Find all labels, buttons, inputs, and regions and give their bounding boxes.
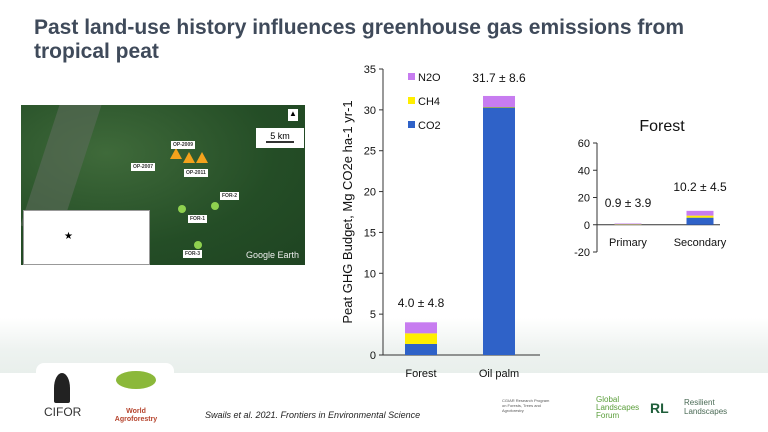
y-tick-label: 25	[364, 146, 376, 158]
tree-icon	[116, 371, 156, 389]
bar-segment-ch4	[405, 333, 437, 344]
legend-swatch-ch4	[408, 97, 415, 104]
category-label: Primary	[609, 237, 647, 249]
world-agroforestry-logo: World Agroforestry	[114, 408, 158, 423]
data-label: 10.2 ± 4.5	[673, 180, 727, 194]
category-label: Secondary	[674, 237, 727, 249]
bar-segment-co2	[483, 107, 515, 355]
site-label: FOR-2	[220, 192, 239, 200]
site-map: ▲ 5 km OP-2007 OP-2009 OP-2011 FOR-1 FOR…	[21, 105, 305, 265]
y-tick-label: 15	[364, 227, 376, 239]
y-tick-label: 5	[370, 309, 376, 321]
star-icon: ★	[64, 231, 73, 242]
site-label: OP-2009	[171, 141, 196, 149]
data-label: 0.9 ± 3.9	[605, 196, 652, 210]
legend-label: CH4	[418, 96, 440, 108]
citation: Swails et al. 2021. Frontiers in Environ…	[205, 410, 421, 420]
category-label: Forest	[405, 368, 436, 380]
resilient-landscapes-logo: Resilient Landscapes	[684, 398, 728, 416]
scale-bar: 5 km	[256, 128, 304, 148]
bar-segment-co2	[686, 217, 714, 225]
north-arrow-icon: ▲	[288, 109, 298, 121]
attribution: Google Earth	[245, 250, 299, 260]
resilient-landscapes-icon: RL	[650, 400, 669, 416]
cgiar-fta-logo: CGIAR Research Program on Forests, Trees…	[502, 398, 550, 413]
tree-icon	[54, 373, 70, 403]
slide-title: Past land-use history influences greenho…	[34, 16, 685, 63]
y-tick-label: 60	[578, 138, 590, 150]
data-label: 4.0 ± 4.8	[398, 296, 445, 310]
legend-label: CO2	[418, 120, 441, 132]
site-label: FOR-1	[188, 215, 207, 223]
y-tick-label: -20	[574, 247, 590, 259]
site-label: OP-2007	[131, 163, 156, 171]
y-tick-label: 40	[578, 165, 590, 177]
y-axis-label: Peat GHG Budget, Mg CO2e ha-1 yr-1	[340, 100, 355, 323]
site-marker-for2	[211, 202, 219, 210]
bar-segment-n2o	[614, 223, 642, 225]
bar-segment-co2	[405, 343, 437, 355]
y-tick-label: 10	[364, 268, 376, 280]
data-label: 31.7 ± 8.6	[472, 71, 526, 85]
site-marker-for1	[178, 205, 186, 213]
bar-segment-n2o	[483, 95, 515, 107]
bar-segment-ch4	[614, 224, 642, 225]
y-tick-label: 0	[584, 220, 590, 232]
bar-segment-ch4	[483, 106, 515, 108]
cifor-logo: CIFOR	[44, 405, 82, 419]
chart-title: Forest	[639, 118, 685, 135]
bar-segment-n2o	[405, 322, 437, 334]
legend-swatch-n2o	[408, 73, 415, 80]
site-marker-for3	[194, 241, 202, 249]
site-label: OP-2011	[184, 169, 208, 177]
legend-label: N2O	[418, 72, 441, 84]
bar-segment-ch4	[686, 215, 714, 218]
site-marker-op2011	[196, 152, 208, 163]
site-label: FOR-3	[183, 250, 202, 258]
y-tick-label: 20	[578, 193, 590, 205]
logo-box: CIFOR World Agroforestry	[36, 363, 174, 432]
y-tick-label: 30	[364, 105, 376, 117]
legend-swatch-co2	[408, 121, 415, 128]
y-tick-label: 20	[364, 187, 376, 199]
glf-logo: Global Landscapes Forum	[596, 395, 640, 420]
scale-label: 5 km	[270, 131, 290, 141]
category-label: Oil palm	[479, 368, 519, 380]
bar-segment-n2o	[686, 210, 714, 216]
y-tick-label: 35	[364, 64, 376, 76]
y-tick-label: 0	[370, 350, 376, 362]
indonesia-inset-map: ★	[23, 210, 150, 265]
site-marker-op2009	[183, 152, 195, 163]
site-marker-op2007	[170, 148, 182, 159]
